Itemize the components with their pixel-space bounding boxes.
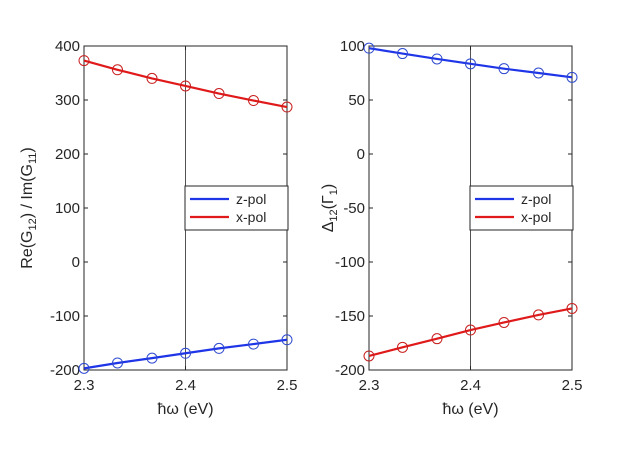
data-point-z-pol [111,357,123,369]
data-point-x-pol [146,72,158,84]
series-line-x-pol [83,59,288,109]
data-point-x-pol [213,88,225,100]
y-tick-label: 300 [55,92,80,109]
data-point-x-pol [180,80,191,92]
data-point-x-pol [533,309,545,321]
data-point-z-pol [465,58,476,70]
series-line-z-pol [368,47,573,79]
x-axis-label: ħω (eV) [442,401,498,418]
data-point-z-pol [78,362,90,374]
y-tick-label: -100 [335,254,365,271]
legend-label: x-pol [236,209,266,225]
legend-box [184,185,289,231]
data-point-z-pol [396,48,408,60]
data-point-x-pol [281,101,293,113]
series-z-pol [78,334,293,374]
y-axis-label-sub2: 11 [27,153,39,164]
y-tick-label: 0 [357,146,365,163]
y-tick-label: -200 [50,362,80,379]
data-point-z-pol [363,42,375,54]
x-tick-label: 2.4 [460,377,481,394]
y-axis-label-sub2: 1 [328,189,340,195]
y-axis-label-mid: ) / Im(G [19,164,36,218]
series-line-z-pol [83,338,288,370]
legend: z-pol x-pol [469,185,574,231]
y-tick-label: -50 [343,200,365,217]
y-axis-label: Δ12(Γ1) [320,184,340,233]
legend-label: z-pol [521,191,551,207]
y-axis-label-suffix: ) [19,147,36,152]
data-point-z-pol [248,338,260,350]
legend-box [469,185,574,231]
y-tick-label: 400 [55,38,80,55]
data-point-z-pol [180,347,191,359]
y-tick-label: -100 [50,308,80,325]
y-axis-label-sub1: 12 [27,218,39,230]
data-point-z-pol [533,67,545,79]
x-tick-label: 2.3 [359,377,380,394]
series-x-pol [363,302,578,362]
data-point-z-pol [281,334,293,346]
data-point-x-pol [248,95,260,107]
y-axis-label-suffix: ) [320,184,337,189]
data-point-x-pol [111,64,123,76]
x-tick-label: 2.5 [277,377,298,394]
y-tick-label: 100 [55,200,80,217]
y-tick-label: 50 [348,92,365,109]
data-point-x-pol [465,324,476,336]
x-tick-label: 2.3 [74,377,95,394]
panel-left: -200 -100 0 100 200 300 400 2.3 2.4 2.5 ħω (eV) Re(… [19,38,297,418]
data-point-z-pol [213,342,225,354]
series-z-pol [363,42,578,83]
legend-label: x-pol [521,209,551,225]
series-x-pol [78,55,293,113]
y-axis-label-sub1: 12 [328,209,340,221]
data-point-x-pol [78,55,90,67]
data-point-z-pol [498,63,510,75]
data-point-z-pol [566,71,578,83]
legend: z-pol x-pol [184,185,289,231]
legend-label: z-pol [236,191,266,207]
y-axis-label: Re(G12) / Im(G11) [19,147,39,268]
x-tick-label: 2.5 [562,377,583,394]
panel-right: -200 -150 -100 -50 0 50 100 2.3 2.4 2.5 ħω (eV) Δ12… [320,38,582,418]
data-point-z-pol [146,352,158,364]
y-tick-label: 100 [340,38,365,55]
y-axis-label-mid: (Γ [320,195,337,209]
y-tick-label: -200 [335,362,365,379]
data-point-z-pol [431,53,443,65]
x-tick-label: 2.4 [175,377,196,394]
y-axis-label-prefix: Δ [320,221,337,232]
x-axis-label: ħω (eV) [157,401,213,418]
series-line-x-pol [368,307,573,358]
y-tick-label: 200 [55,146,80,163]
data-point-x-pol [363,350,375,362]
data-point-x-pol [396,341,408,353]
data-point-x-pol [431,333,443,345]
y-tick-label: -150 [335,308,365,325]
data-point-x-pol [498,316,510,328]
data-point-x-pol [566,302,578,314]
y-axis-label-prefix: Re(G [19,230,36,268]
y-tick-label: 0 [72,254,80,271]
